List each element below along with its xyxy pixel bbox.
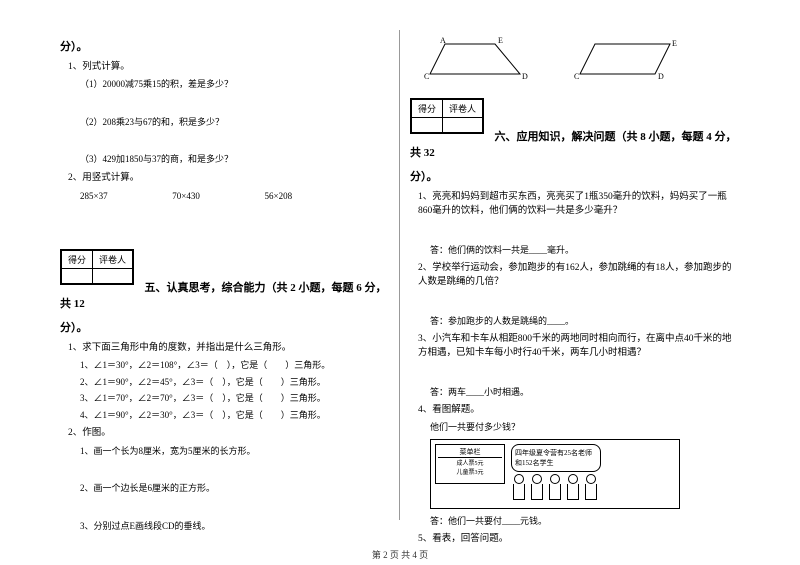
sign-prices: 成人票5元 儿童票3元 — [438, 458, 502, 476]
q2: 2、用竖式计算。 — [68, 171, 389, 185]
label-d2: D — [658, 72, 664, 81]
label-c2: C — [574, 72, 579, 81]
label-e: E — [498, 36, 503, 45]
calc3: 56×208 — [265, 191, 355, 201]
t2-1: 1、画一个长为8厘米，宽为5厘米的长方形。 — [80, 445, 389, 459]
r-q2: 2、学校举行运动会，参加跑步的有162人，参加跳绳的有18人，参加跑步的人数是跳… — [418, 261, 740, 290]
t2-2: 2、画一个边长是6厘米的正方形。 — [80, 482, 389, 496]
illustration-box: 菜单栏 成人票5元 儿童票3元 四年级夏令营有25名老师和152名学生 — [430, 439, 680, 509]
r-q4: 4、看图解题。 — [418, 403, 740, 417]
parallelogram-icon: E C D — [570, 34, 680, 84]
right-column: A E C D E C D 得分 评卷人 六、应用知识，解决问题（共 8 小题，… — [400, 30, 750, 520]
points-header: 分）。 — [60, 38, 389, 54]
r-q4-sub: 他们一共要付多少钱？ — [430, 421, 740, 435]
shapes-row: A E C D E C D — [420, 34, 740, 84]
score-label: 得分 — [62, 251, 93, 269]
score-box-6: 得分 评卷人 — [410, 98, 484, 134]
t1-2: 2、∠1＝90°，∠2＝45°，∠3＝（ ），它是（ ）三角形。 — [80, 376, 389, 390]
r-q3: 3、小汽车和卡车从相距800千米的两地同时相向而行，在离中点40千米的地方相遇，… — [418, 332, 740, 361]
label-d: D — [522, 72, 528, 81]
t1-3: 3、∠1＝70°，∠2＝70°，∠3＝（ ），它是（ ）三角形。 — [80, 392, 389, 406]
page-footer: 第 2 页 共 4 页 — [0, 548, 800, 561]
t1-1: 1、∠1＝30°，∠2＝108°，∠3＝（ ），它是（ ）三角形。 — [80, 359, 389, 373]
sign-title: 菜单栏 — [438, 447, 502, 458]
r-a2: 答：参加跑步的人数是跳绳的____。 — [430, 315, 740, 329]
q1-1: （1）20000减75乘15的积，差是多少？ — [80, 78, 389, 92]
trapezoid-icon: A E C D — [420, 34, 530, 84]
signboard: 菜单栏 成人票5元 儿童票3元 — [435, 444, 505, 484]
section-6-fen: 分）。 — [410, 168, 740, 184]
section-5-title: 五、认真思考，综合能力（共 2 小题，每题 6 分，共 12 — [60, 282, 387, 310]
r-q5: 5、看表，回答问题。 — [418, 532, 740, 546]
t1: 1、求下面三角形中角的度数，并指出是什么三角形。 — [68, 341, 389, 355]
grader-label: 评卷人 — [93, 251, 133, 269]
q1: 1、列式计算。 — [68, 60, 389, 74]
score-label-6: 得分 — [412, 100, 443, 118]
calc2: 70×430 — [172, 191, 262, 201]
t1-4: 4、∠1＝90°，∠2＝30°，∠3＝（ ），它是（ ）三角形。 — [80, 409, 389, 423]
r-q1: 1、亮亮和妈妈到超市买东西，亮亮买了1瓶350毫升的饮料，妈妈买了一瓶860毫升… — [418, 190, 740, 219]
r-a3: 答：两车____小时相遇。 — [430, 386, 740, 400]
label-e2: E — [672, 39, 677, 48]
left-column: 分）。 1、列式计算。 （1）20000减75乘15的积，差是多少？ （2）20… — [50, 30, 400, 520]
t2: 2、作图。 — [68, 426, 389, 440]
calc-row: 285×37 70×430 56×208 — [80, 191, 389, 201]
speech-bubble: 四年级夏令营有25名老师和152名学生 — [511, 444, 601, 472]
q1-3: （3）429加1850与37的商，和是多少？ — [80, 153, 389, 167]
r-a4: 答：他们一共要付____元钱。 — [430, 515, 740, 529]
q1-2: （2）208乘23与67的和，积是多少？ — [80, 116, 389, 130]
calc1: 285×37 — [80, 191, 170, 201]
t2-3: 3、分别过点E画线段CD的垂线。 — [80, 520, 389, 534]
section-6-title: 六、应用知识，解决问题（共 8 小题，每题 4 分，共 32 — [410, 131, 737, 159]
label-a: A — [440, 36, 446, 45]
r-a1: 答：他们俩的饮料一共是____毫升。 — [430, 244, 740, 258]
people-icon — [511, 474, 675, 504]
label-c: C — [424, 72, 429, 81]
grader-label-6: 评卷人 — [443, 100, 483, 118]
score-box-5: 得分 评卷人 — [60, 249, 134, 285]
section-5-fen: 分）。 — [60, 319, 389, 335]
